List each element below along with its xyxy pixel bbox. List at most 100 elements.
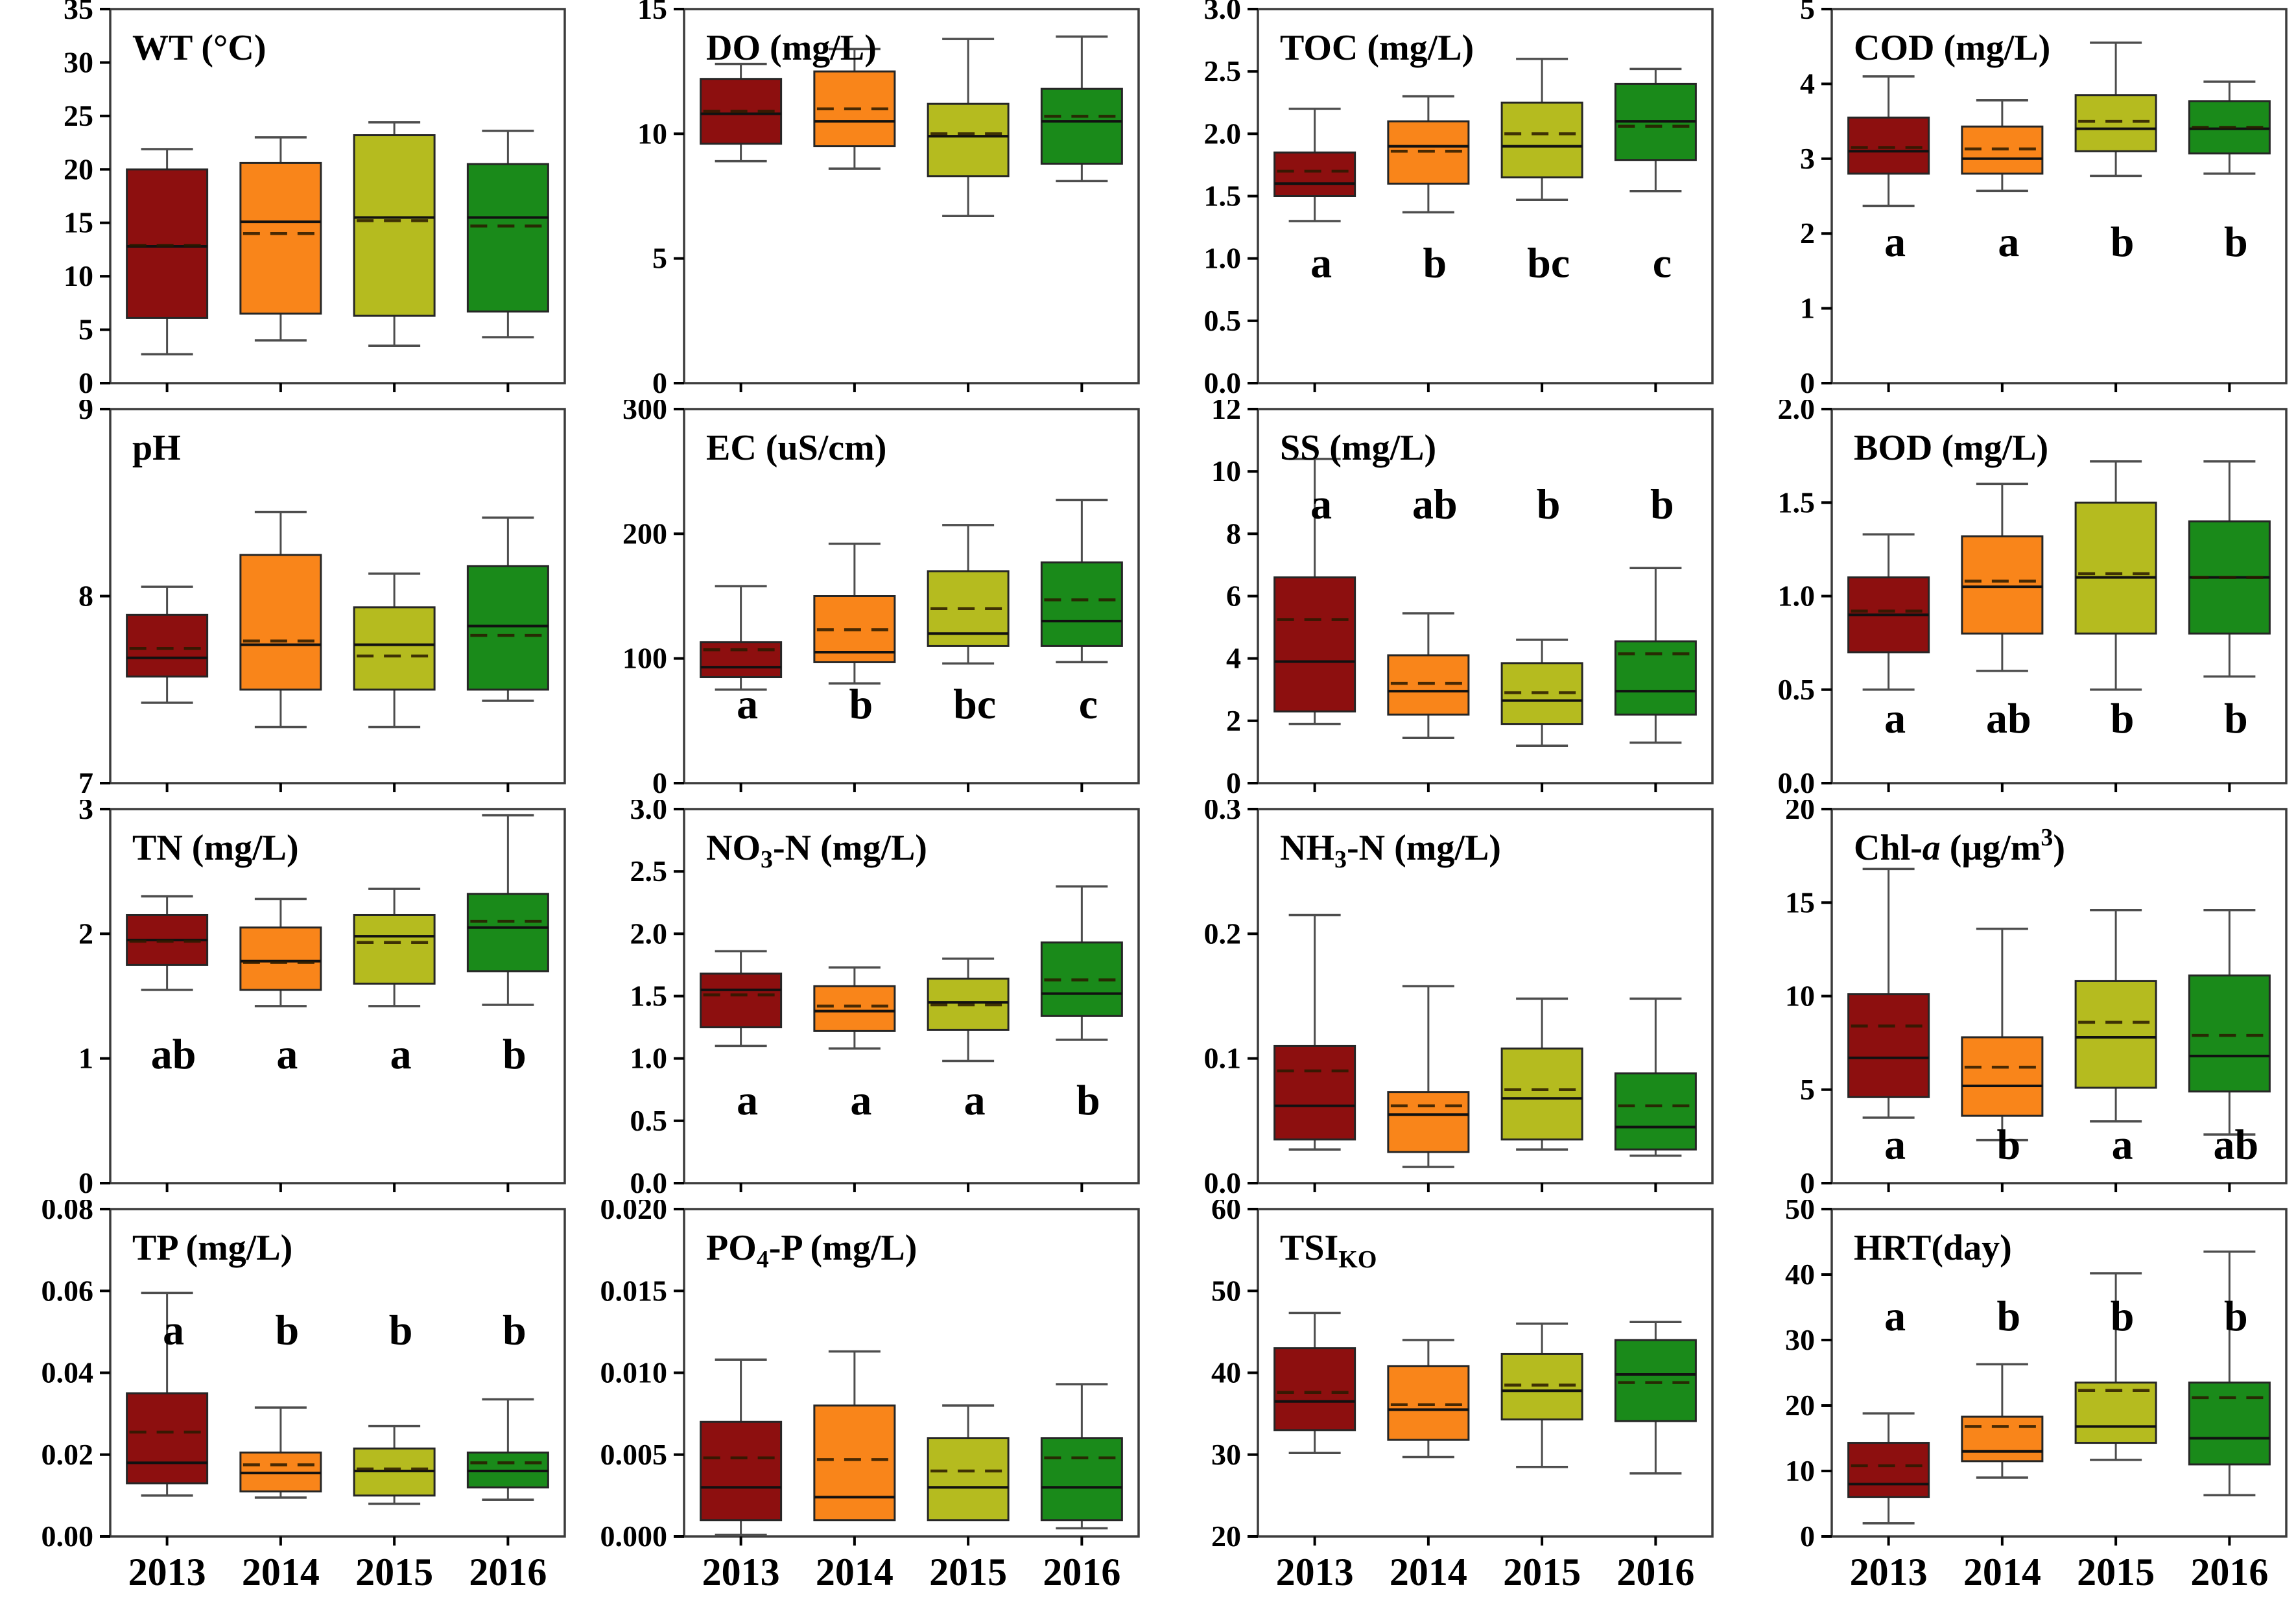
nh3n-boxplot-svg: 0.0 0.1 0.2 0.3 NH3​-N (mg/L) [1204,800,1714,1199]
panel-toc: 0.0 0.5 1.0 1.5 2.0 2.5 3.0 a b bc c TOC (mg/L) [1148,0,1722,400]
hrt-boxplot-svg: 0 10 20 30 40 50 2013 2014 2015 2016 a b b b HRT(day) [1785,1200,2288,1594]
nh3n-ytick-label: 0.0 [1204,1166,1242,1199]
po4p-ytick-label: 0.010 [600,1356,668,1389]
hrt-ytick-label: 20 [1785,1389,1815,1422]
tp-panel-title: TP (mg/L) [132,1228,292,1268]
no3n-box-2013 [700,972,783,1029]
bod-sig-letter-2015: b [2111,695,2135,742]
ph-box-2013 [126,613,209,678]
panel-po4p: 0.000 0.005 0.010 0.015 0.020 2013 2014 2015 201… [574,1200,1148,1600]
tp-sig-letter-2016: b [503,1306,527,1354]
tn-plot-frame [109,808,566,1184]
toc-sig-letter-2015: bc [1527,240,1570,287]
cod-ytick-label: 1 [1800,292,1815,325]
ph-ytick-label: 7 [78,766,93,799]
bod-boxplot-svg: 0.0 0.5 1.0 1.5 2.0 a ab b b BOD (mg/L) [1778,400,2288,799]
no3n-ytick-label: 2.5 [630,854,668,888]
ss-ytick-label: 0 [1226,766,1241,799]
po4p-box-2013 [700,1420,783,1522]
po4p-box-2015 [927,1437,1010,1522]
chla-ytick-label: 10 [1785,980,1815,1013]
ss-sig-letter-2016: b [1650,480,1674,528]
no3n-box-2014 [813,985,896,1032]
tsi-panel-title: TSIKO​ [1280,1228,1377,1273]
po4p-box-2016 [1040,1437,1123,1522]
ec-box-2013 [700,641,783,679]
po4p-ytick-label: 0.000 [600,1520,668,1553]
po4p-box-2014 [813,1404,896,1522]
tp-ytick-label: 0.06 [41,1274,94,1307]
hrt-sig-letter-2013: a [1884,1293,1906,1340]
hrt-sig-letter-2016: b [2224,1293,2248,1340]
ec-ytick-label: 200 [622,517,667,550]
hrt-ytick-label: 10 [1785,1454,1815,1487]
nh3n-ytick-label: 0.2 [1204,917,1242,950]
tsi-box-2016 [1614,1339,1697,1422]
ec-sig-letter-2015: bc [953,681,996,728]
ss-boxplot-svg: 0 2 4 6 8 10 12 a ab b b SS (mg/L) [1211,400,1714,799]
do-ytick-label: 15 [637,0,667,25]
ph-box-2014 [239,554,322,691]
bod-box-2015 [2074,501,2157,635]
tsi-box-2013 [1273,1347,1356,1431]
nh3n-box-2015 [1500,1047,1583,1141]
ph-boxplot-svg: 7 8 9 pH [78,400,566,799]
no3n-ytick-label: 0.5 [630,1104,668,1137]
no3n-ytick-label: 0.0 [630,1166,668,1199]
cod-sig-letter-2013: a [1884,218,1906,266]
tsi-xlabel-2015: 2015 [1503,1551,1581,1594]
wt-box-2015 [353,134,436,317]
ss-ytick-label: 2 [1226,704,1241,737]
no3n-sig-letter-2013: a [737,1077,758,1124]
cod-ytick-label: 0 [1800,366,1815,399]
ph-box-2015 [353,606,436,691]
chla-ytick-label: 15 [1785,886,1815,919]
panel-tn: 0 1 2 3 ab a a b TN (mg/L) [0,800,574,1200]
panel-ec: 0 100 200 300 a b bc c EC (uS/cm) [574,400,1148,800]
tsi-ytick-label: 40 [1211,1356,1241,1389]
chla-ytick-label: 5 [1800,1073,1815,1106]
hrt-panel-title: HRT(day) [1854,1228,2012,1268]
toc-sig-letter-2016: c [1653,240,1672,287]
wt-box-2014 [239,161,322,315]
toc-boxplot-svg: 0.0 0.5 1.0 1.5 2.0 2.5 3.0 a b bc c TOC (mg/L) [1204,0,1714,399]
toc-box-2013 [1273,151,1356,197]
cod-ytick-label: 3 [1800,142,1815,175]
ec-ytick-label: 300 [622,400,667,425]
tp-sig-letter-2015: b [389,1306,413,1354]
tp-ytick-label: 0.02 [41,1438,94,1471]
toc-ytick-label: 3.0 [1204,0,1242,25]
cod-boxplot-svg: 0 1 2 3 4 5 a a b b COD (mg/L) [1800,0,2288,399]
toc-panel-title: TOC (mg/L) [1280,28,1474,68]
toc-box-2015 [1500,101,1583,179]
toc-ytick-label: 2.0 [1204,117,1242,150]
po4p-xlabel-2015: 2015 [929,1551,1007,1594]
ph-box-2016 [466,565,549,691]
tsi-boxplot-svg: 20 30 40 50 60 2013 2014 2015 2016 TSIKO​ [1211,1200,1714,1594]
toc-ytick-label: 0.5 [1204,304,1242,337]
toc-sig-letter-2014: b [1423,240,1447,287]
no3n-sig-letter-2016: b [1076,1077,1100,1124]
tp-sig-letter-2014: b [276,1306,300,1354]
wt-ytick-label: 15 [64,206,93,239]
panel-hrt: 0 10 20 30 40 50 2013 2014 2015 2016 a b b b HRT(day) [1722,1200,2295,1600]
tp-boxplot-svg: 0.00 0.02 0.04 0.06 0.08 2013 2014 2015 2016 a b b b… [41,1200,566,1594]
chla-ytick-label: 0 [1800,1166,1815,1199]
ec-boxplot-svg: 0 100 200 300 a b bc c EC (uS/cm) [622,400,1140,799]
tn-box-2014 [239,926,322,991]
toc-ytick-label: 1.0 [1204,242,1242,275]
tp-xlabel-2014: 2014 [242,1551,320,1594]
toc-ytick-label: 1.5 [1204,180,1242,213]
po4p-ytick-label: 0.020 [600,1200,668,1225]
ec-sig-letter-2013: a [737,681,758,728]
do-ytick-label: 5 [652,242,667,275]
tn-box-2016 [466,893,549,972]
do-plot-frame [683,8,1140,384]
panel-tp: 0.00 0.02 0.04 0.06 0.08 2013 2014 2015 2016 a b b b… [0,1200,574,1600]
wt-box-2013 [126,168,209,319]
tp-ytick-label: 0.08 [41,1200,94,1225]
cod-plot-frame [1830,8,2288,384]
do-panel-title: DO (mg/L) [706,28,877,68]
do-box-2015 [927,102,1010,178]
